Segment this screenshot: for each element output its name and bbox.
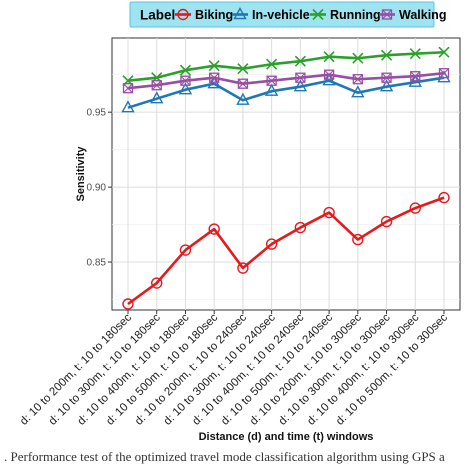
series-running-point	[208, 60, 220, 72]
series-walking-point	[438, 68, 450, 79]
x-axis-title: Distance (d) and time (t) windows	[199, 431, 374, 443]
legend-in-vehicle-point	[233, 7, 247, 20]
series-biking-point	[208, 223, 220, 235]
y-tick-label: 0.85	[87, 258, 107, 269]
series-walking-point	[295, 72, 306, 83]
legend-running-label: Running	[330, 8, 381, 22]
series-in-vehicle-point	[379, 79, 394, 92]
legend-running: Running	[310, 8, 381, 22]
y-tick-label: 0.95	[87, 108, 107, 119]
y-axis-title: Sensitivity	[75, 146, 87, 202]
series-biking-point	[323, 206, 335, 219]
series-running-point	[380, 49, 393, 61]
legend-walking-point	[381, 9, 393, 20]
series-running-point	[409, 48, 421, 60]
series-walking-point	[180, 75, 191, 86]
series-biking-point	[237, 262, 249, 274]
series-biking-point	[352, 233, 364, 246]
series-walking-point	[209, 72, 220, 83]
legend-in-vehicle-label: In-vehicle	[252, 8, 310, 22]
series-running-point	[294, 55, 306, 67]
series-in-vehicle-point	[264, 83, 279, 96]
y-tick-label: 0.90	[87, 183, 107, 194]
legend-walking-label: Walking	[399, 8, 446, 22]
legend-biking: Biking	[175, 8, 233, 22]
series-biking-point	[179, 244, 192, 256]
series-walking-point	[410, 71, 421, 82]
series-in-vehicle-point	[293, 79, 308, 92]
legend-walking: Walking	[379, 8, 446, 22]
series-walking-point	[323, 69, 335, 80]
series-walking-point	[237, 78, 249, 89]
series-biking	[122, 191, 450, 310]
series-in-vehicle-point	[351, 85, 365, 98]
legend: Label Biking In-vehicle Running Walking	[129, 1, 446, 28]
legend-running-point	[312, 8, 324, 21]
series-in-vehicle-point	[236, 92, 250, 105]
legend-biking-point	[177, 8, 189, 21]
series-walking-point	[266, 75, 277, 86]
series-running	[122, 46, 450, 87]
series-in-vehicle-point	[121, 100, 135, 113]
series-running-point	[266, 58, 278, 70]
series-walking-point	[151, 80, 162, 91]
series-running-point	[237, 63, 249, 75]
series-biking-point	[265, 238, 278, 250]
series-walking-point	[122, 83, 134, 94]
series-biking-point	[151, 277, 163, 289]
series-biking-point	[409, 202, 421, 214]
figure-caption: . Performance test of the optimized trav…	[4, 449, 445, 464]
legend-in-vehicle: In-vehicle	[232, 7, 310, 22]
legend-biking-label: Biking	[195, 8, 233, 22]
series-layer	[121, 46, 451, 310]
series-running-line	[127, 50, 445, 83]
series-walking-point	[381, 72, 392, 83]
series-running-point	[323, 51, 335, 63]
series-biking-point	[438, 191, 450, 204]
series-biking-point	[380, 215, 393, 228]
legend-box	[129, 1, 435, 28]
series-biking-point	[122, 298, 134, 310]
y-axis: 0.85 0.90 0.95	[87, 108, 112, 269]
series-running-point	[179, 64, 192, 76]
series-running-point	[352, 52, 364, 64]
series-walking-point	[352, 74, 363, 85]
series-running-point	[438, 46, 450, 58]
series-in-vehicle-point	[178, 82, 193, 95]
series-in-vehicle-point	[150, 91, 164, 104]
series-biking-point	[294, 221, 307, 234]
legend-title: Label	[140, 8, 175, 23]
series-walking	[122, 68, 450, 94]
